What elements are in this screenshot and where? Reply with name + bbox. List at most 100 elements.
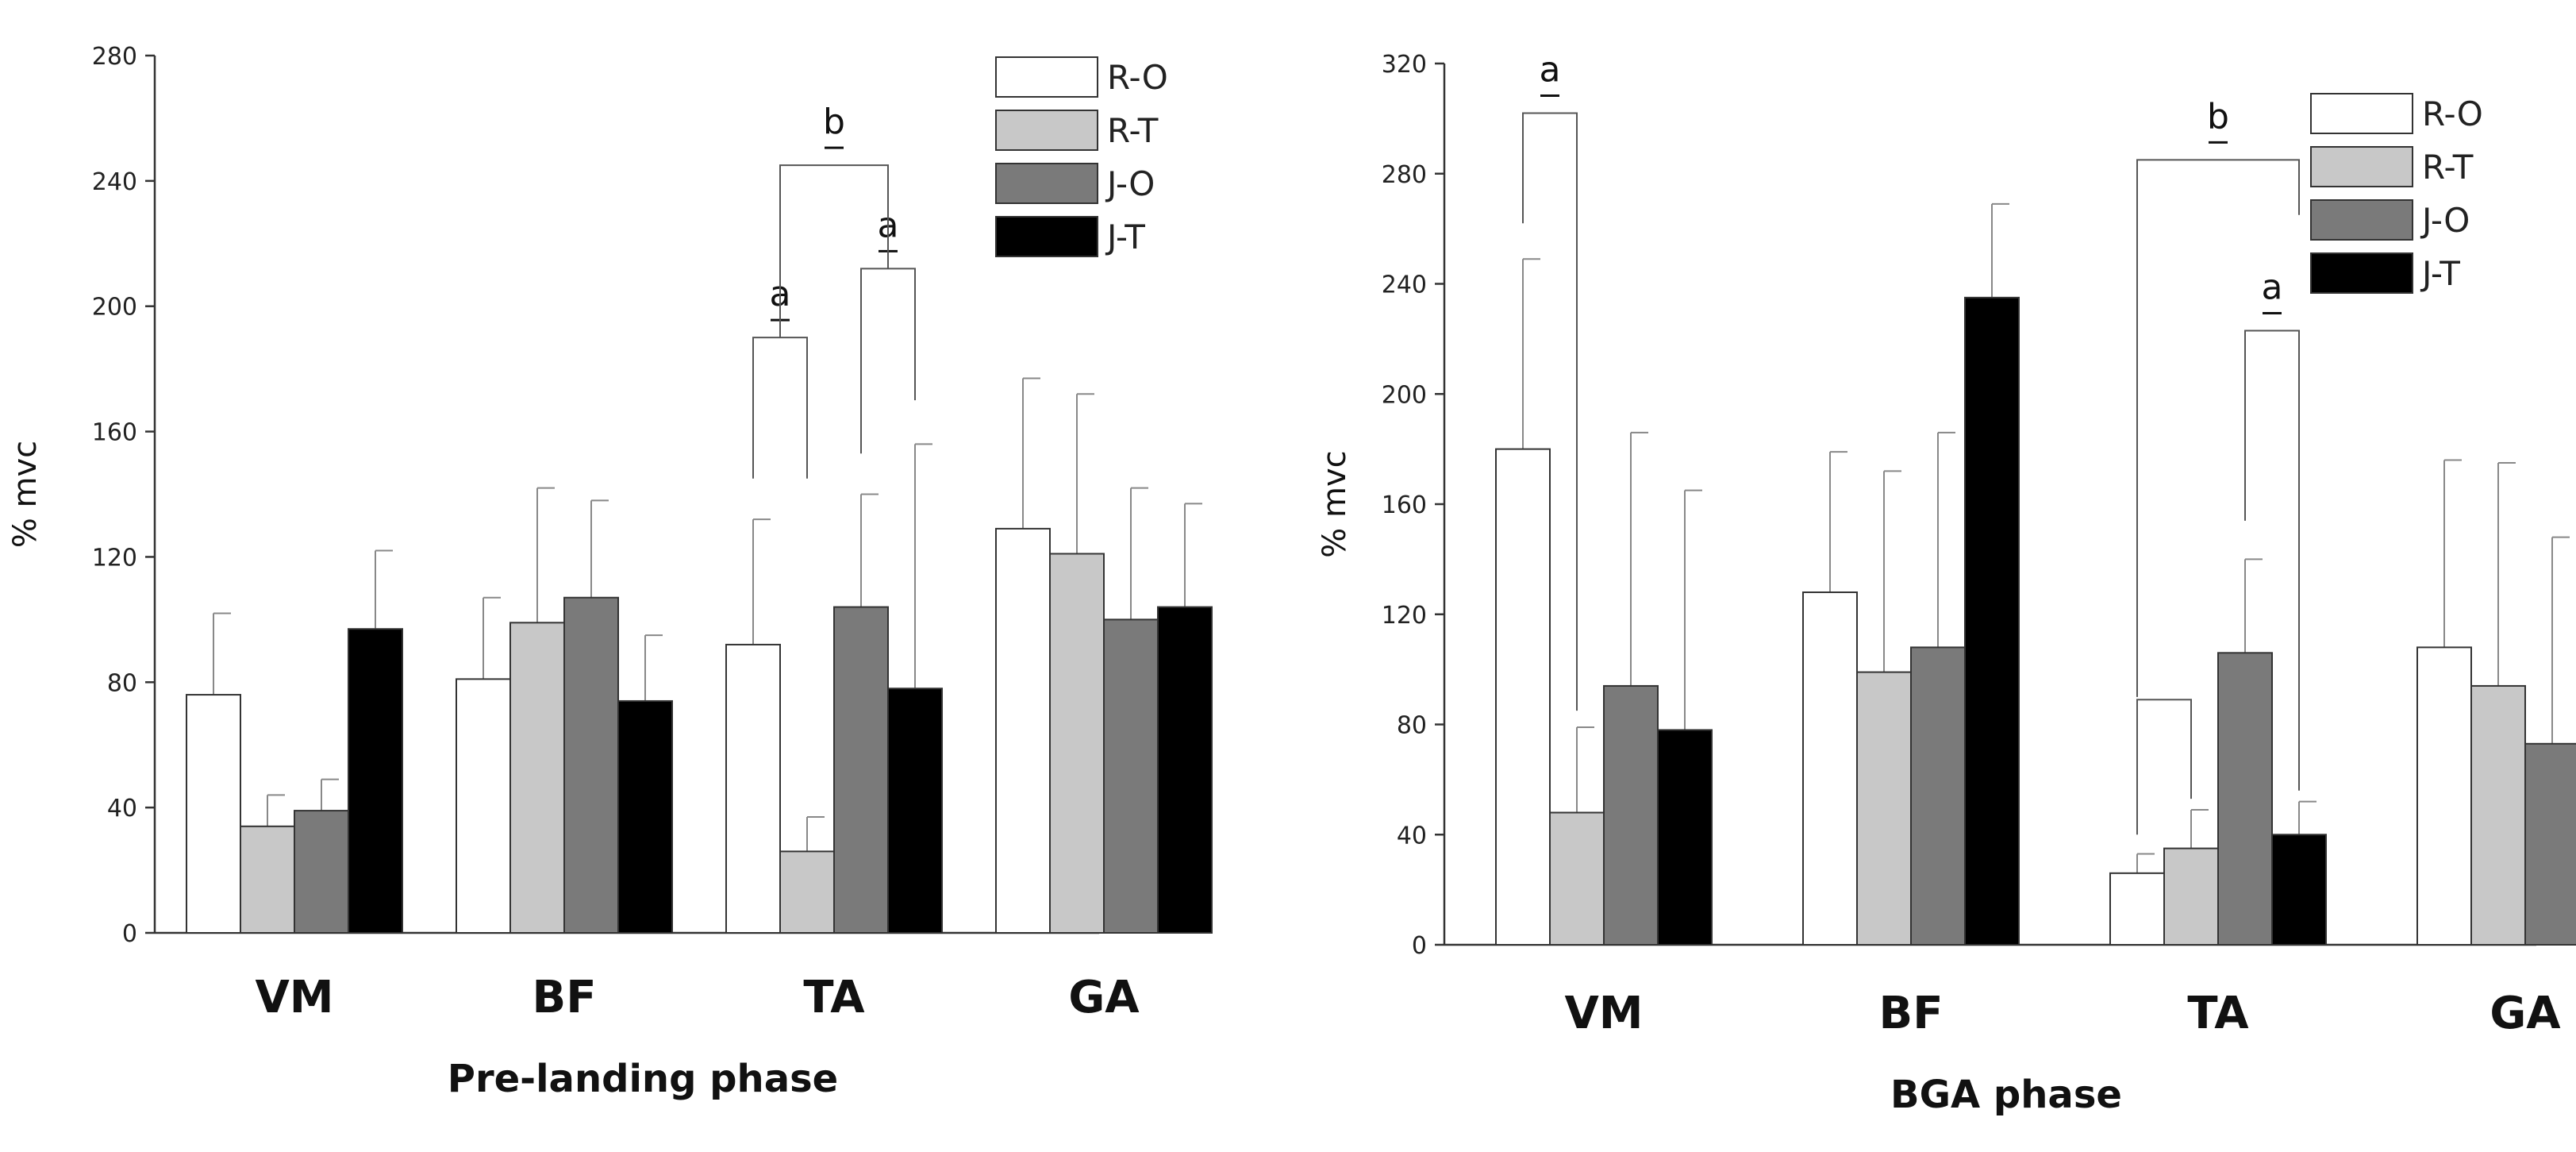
bar-j-t-vm <box>348 628 403 934</box>
bar-r-o-vm <box>186 694 241 934</box>
bar-j-o-ta <box>833 606 889 934</box>
bar-r-t-bf <box>1856 671 1912 946</box>
significance-bracket: a <box>1522 49 1578 711</box>
category-label: TA <box>2187 988 2249 1039</box>
bar-r-t-vm <box>1549 811 1605 946</box>
bracket-line <box>1522 112 1578 711</box>
bar-r-o-ta <box>725 643 781 934</box>
bar-r-t-bf <box>509 622 565 934</box>
bar-r-o-bf <box>456 678 511 934</box>
category-label: TA <box>803 972 865 1023</box>
bar-r-o-ga <box>2416 646 2472 946</box>
legend-swatch <box>995 110 1098 151</box>
category-label: GA <box>2489 988 2561 1039</box>
legend-item: R-T <box>995 110 1159 151</box>
chart-1: 0 40 80 120 160 200 240 280 % mvc VM BF TA GA Pre-lan… <box>7 43 1213 1101</box>
legend-swatch <box>2310 146 2413 187</box>
legend: R-O R-T J-O J-T <box>995 56 1168 257</box>
y-tick-label: 40 <box>107 795 137 823</box>
y-tick-label: 80 <box>107 669 137 697</box>
legend-item: J-T <box>995 216 1145 257</box>
bar-j-t-vm <box>1657 729 1713 946</box>
category-label: VM <box>255 972 333 1023</box>
y-tick-label: 0 <box>1412 932 1427 960</box>
bar-j-o-bf <box>1910 646 1966 946</box>
legend-label: J-T <box>2420 254 2460 293</box>
x-axis-label: Pre-landing phase <box>448 1057 838 1101</box>
bracket-line <box>2136 699 2192 835</box>
category-label: BF <box>533 972 597 1023</box>
bar-j-t-bf <box>1964 296 2020 946</box>
bracket-line <box>2136 159 2300 697</box>
y-tick-label: 240 <box>92 168 137 196</box>
bracket-line <box>779 164 889 338</box>
significance-label: b <box>2207 96 2229 137</box>
bar-r-t-ta <box>2163 847 2219 946</box>
legend-swatch <box>995 216 1098 257</box>
legend-label: R-O <box>1107 58 1168 97</box>
significance-label: a <box>2262 267 2283 307</box>
bar-r-t-vm <box>240 825 295 934</box>
y-tick-label: 200 <box>92 294 137 322</box>
bar-j-t-bf <box>617 699 673 934</box>
bar-r-o-ga <box>995 527 1051 934</box>
legend-item: R-O <box>995 56 1168 98</box>
legend-swatch <box>2310 199 2413 241</box>
legend-label: J-O <box>1105 164 1155 203</box>
legend-label: R-O <box>2422 94 2483 133</box>
bar-r-o-bf <box>1802 591 1858 946</box>
significance-label: b <box>823 102 845 142</box>
chart-2: 0 40 80 120 160 200 240 280 320 % mvc VM BF TA GA BGA … <box>1317 49 2576 1117</box>
y-tick-label: 40 <box>1397 822 1427 850</box>
significance-bracket <box>2136 699 2192 835</box>
legend-item: J-O <box>2310 199 2470 241</box>
bar-j-o-ga <box>1103 618 1159 934</box>
legend-label: J-T <box>1105 218 1145 256</box>
legend-label: J-O <box>2420 201 2470 240</box>
bar-j-o-bf <box>563 596 619 934</box>
y-tick-label: 160 <box>92 419 137 447</box>
bar-r-t-ga <box>2470 684 2526 946</box>
y-tick-label: 200 <box>1382 381 1427 409</box>
bracket-line <box>860 268 916 454</box>
category-label: VM <box>1564 988 1643 1039</box>
y-tick-label: 120 <box>1382 602 1427 630</box>
bar-r-t-ga <box>1049 553 1105 934</box>
bar-r-t-ta <box>779 850 835 934</box>
category-label: BF <box>1879 988 1944 1039</box>
bar-j-o-vm <box>1603 684 1659 946</box>
legend-item: J-O <box>995 163 1155 204</box>
legend-label: R-T <box>2422 148 2474 187</box>
bracket-line <box>752 337 808 479</box>
x-axis-label: BGA phase <box>1890 1073 2122 1117</box>
legend: R-O R-T J-O J-T <box>2310 93 2483 294</box>
significance-bracket: b <box>2136 96 2300 697</box>
significance-label: a <box>1540 49 1561 90</box>
y-tick-label: 80 <box>1397 712 1427 740</box>
y-tick-label: 240 <box>1382 272 1427 299</box>
bar-j-t-ga <box>1157 606 1213 934</box>
category-label: GA <box>1068 972 1140 1023</box>
bracket-line <box>2244 329 2300 791</box>
legend-label: R-T <box>1107 111 1159 150</box>
bar-r-o-vm <box>1495 448 1551 946</box>
bar-j-t-ta <box>887 688 943 934</box>
legend-item: J-T <box>2310 252 2460 294</box>
legend-item: R-O <box>2310 93 2483 134</box>
legend-swatch <box>2310 93 2413 134</box>
significance-bracket: b <box>779 102 889 338</box>
y-tick-label: 160 <box>1382 491 1427 519</box>
bar-j-o-ta <box>2217 652 2273 946</box>
bar-j-t-ta <box>2271 834 2327 946</box>
y-tick-label: 320 <box>1382 51 1427 79</box>
bar-j-o-vm <box>294 810 349 934</box>
legend-item: R-T <box>2310 146 2474 187</box>
y-tick-label: 280 <box>92 43 137 71</box>
bar-j-o-ga <box>2524 742 2576 946</box>
legend-swatch <box>995 163 1098 204</box>
y-tick-label: 280 <box>1382 161 1427 189</box>
significance-bracket: a <box>2244 267 2300 791</box>
legend-swatch <box>995 56 1098 98</box>
